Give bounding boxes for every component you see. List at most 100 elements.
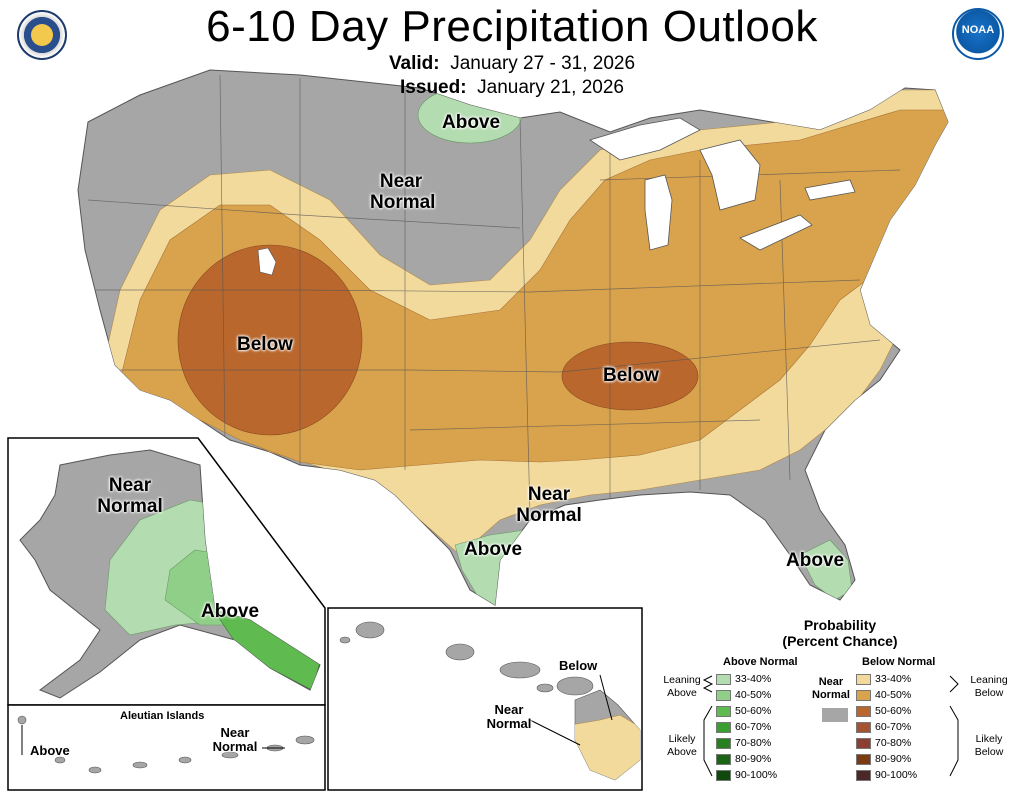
label-alaska-near-line2: Normal bbox=[97, 495, 163, 517]
legend-above-swatch bbox=[716, 673, 731, 685]
legend-below-item: 50-60% bbox=[856, 705, 911, 717]
label-near-normal-north-line1: Near bbox=[379, 171, 423, 192]
legend-brackets bbox=[702, 675, 959, 777]
legend-above-label: 40-50% bbox=[735, 689, 772, 701]
legend-above-label: 90-100% bbox=[735, 769, 778, 781]
legend-leaning-below-line2: Below bbox=[974, 686, 1004, 699]
legend-leaning-above-line2: Above bbox=[667, 686, 697, 699]
legend-below-label: 40-50% bbox=[875, 689, 912, 701]
legend-below-swatch bbox=[856, 673, 871, 685]
below-50-60-central bbox=[561, 341, 699, 411]
label-near-normal-north-line2: Normal bbox=[370, 191, 436, 213]
legend-above-swatch bbox=[716, 769, 731, 781]
label-aleutian-above: Above bbox=[30, 743, 70, 758]
legend-above-swatch bbox=[716, 721, 731, 733]
legend-above-swatch bbox=[716, 737, 731, 749]
legend-below-label: 90-100% bbox=[875, 769, 918, 781]
legend-below-item: 40-50% bbox=[856, 689, 911, 701]
eagle-icon bbox=[31, 24, 53, 46]
great-lakes bbox=[589, 117, 856, 251]
legend-title-line2: (Percent Chance) bbox=[782, 633, 898, 650]
legend-below-swatch bbox=[856, 753, 871, 765]
label-aleutian-near-normal: Near Normal bbox=[208, 725, 262, 755]
legend-below-swatch bbox=[856, 737, 871, 749]
page-title: 6-10 Day Precipitation Outlook bbox=[206, 2, 818, 51]
legend-below-item: 80-90% bbox=[856, 753, 911, 765]
legend-above-label: 33-40% bbox=[735, 673, 772, 685]
legend-near-normal-label: Near Normal bbox=[812, 676, 850, 702]
label-aleutian-near-line2: Normal bbox=[212, 739, 258, 755]
legend-above-item: 50-60% bbox=[716, 705, 771, 717]
legend-near-line2: Normal bbox=[812, 689, 850, 702]
label-near-normal-south: Near Normal bbox=[516, 484, 582, 527]
legend-above-label: 60-70% bbox=[735, 721, 772, 733]
legend-above-item: 90-100% bbox=[716, 769, 777, 781]
conus-map bbox=[77, 69, 949, 606]
legend-below-item: 60-70% bbox=[856, 721, 911, 733]
legend-above-swatch bbox=[716, 705, 731, 717]
valid-line: Valid: January 27 - 31, 2026 bbox=[0, 53, 1024, 75]
label-hawaii-near-normal: Near Normal bbox=[486, 702, 532, 732]
legend-below-label: 80-90% bbox=[875, 753, 912, 765]
legend-above-item: 80-90% bbox=[716, 753, 771, 765]
alaska-inset bbox=[7, 437, 326, 791]
legend-above-label: 80-90% bbox=[735, 753, 772, 765]
label-alaska-near-line1: Near bbox=[108, 475, 152, 496]
legend-above-item: 33-40% bbox=[716, 673, 771, 685]
legend-leaning-below: Leaning Below bbox=[964, 674, 1014, 699]
legend-below-label: 60-70% bbox=[875, 721, 912, 733]
legend-leaning-above-line1: Leaning bbox=[663, 674, 701, 686]
state-borders bbox=[87, 74, 901, 516]
legend-below-header: Below Normal bbox=[862, 656, 936, 668]
legend-likely-below: Likely Below bbox=[966, 733, 1012, 758]
legend-above-swatch bbox=[716, 753, 731, 765]
label-near-normal-north: Near Normal bbox=[370, 171, 436, 214]
issued-value: January 21, 2026 bbox=[477, 77, 624, 98]
legend-likely-above-line2: Above bbox=[667, 745, 697, 758]
legend-above-item: 40-50% bbox=[716, 689, 771, 701]
legend-below-label: 33-40% bbox=[875, 673, 912, 685]
legend-likely-above-line1: Likely bbox=[668, 733, 696, 745]
label-aleutian-near-line1: Near bbox=[220, 725, 250, 740]
legend-near-line1: Near bbox=[818, 676, 844, 688]
legend-near-normal-swatch bbox=[822, 708, 848, 722]
label-above-florida: Above bbox=[786, 550, 845, 571]
great-salt-lake bbox=[257, 247, 277, 276]
legend-above-label: 50-60% bbox=[735, 705, 772, 717]
legend-likely-below-line1: Likely bbox=[975, 733, 1003, 745]
label-above-north: Above bbox=[442, 112, 501, 133]
legend-below-swatch bbox=[856, 721, 871, 733]
hawaii-inset bbox=[327, 607, 643, 791]
aleutian-islands-title: Aleutian Islands bbox=[120, 710, 205, 722]
label-alaska-near-normal: Near Normal bbox=[95, 475, 165, 518]
legend-above-item: 70-80% bbox=[716, 737, 771, 749]
legend-leaning-below-line1: Leaning bbox=[970, 674, 1008, 686]
valid-value: January 27 - 31, 2026 bbox=[450, 53, 636, 74]
aleutian-islands-shapes bbox=[17, 715, 315, 774]
legend-below-swatch bbox=[856, 705, 871, 717]
legend-title: Probability (Percent Chance) bbox=[770, 617, 910, 649]
label-below-west: Below bbox=[237, 334, 293, 355]
valid-label: Valid: bbox=[388, 53, 440, 74]
legend-below-item: 33-40% bbox=[856, 673, 911, 685]
noaa-logo-text: NOAA bbox=[961, 24, 995, 36]
legend-above-item: 60-70% bbox=[716, 721, 771, 733]
label-hawaii-near-line2: Normal bbox=[486, 716, 532, 732]
legend-title-line1: Probability bbox=[803, 617, 877, 633]
issued-label: Issued: bbox=[400, 77, 467, 98]
legend-below-swatch bbox=[856, 769, 871, 781]
legend-below-item: 70-80% bbox=[856, 737, 911, 749]
label-alaska-above: Above bbox=[201, 601, 260, 622]
label-hawaii-below: Below bbox=[559, 658, 598, 673]
doc-seal-logo bbox=[17, 10, 67, 60]
label-below-central: Below bbox=[603, 365, 659, 386]
issued-line: Issued: January 21, 2026 bbox=[0, 77, 1024, 99]
legend-below-item: 90-100% bbox=[856, 769, 917, 781]
label-above-texas: Above bbox=[464, 539, 523, 560]
label-near-normal-south-line2: Normal bbox=[516, 504, 582, 526]
label-hawaii-near-line1: Near bbox=[494, 702, 524, 717]
legend-above-swatch bbox=[716, 689, 731, 701]
noaa-logo: NOAA bbox=[952, 8, 1004, 60]
legend-likely-above: Likely Above bbox=[660, 733, 704, 758]
